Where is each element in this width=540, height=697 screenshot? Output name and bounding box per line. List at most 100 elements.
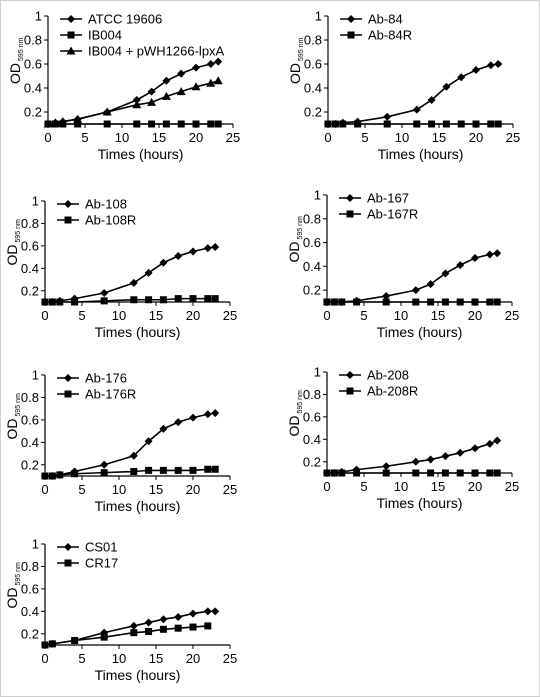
data-point (41, 641, 49, 649)
data-point (147, 87, 156, 96)
data-point (330, 469, 338, 477)
data-point (411, 457, 420, 466)
data-point (144, 268, 153, 277)
data-point (485, 250, 494, 259)
x-tick-label: 10 (112, 482, 126, 497)
data-point (48, 640, 56, 648)
x-axis-label: Times (hours) (377, 324, 463, 340)
y-axis-label: OD595 nm (4, 393, 22, 440)
x-tick-label: 25 (505, 308, 519, 323)
data-point (323, 469, 331, 477)
data-point (203, 410, 212, 419)
y-tick-label: 0.8 (24, 33, 42, 48)
x-tick-label: 5 (360, 479, 367, 494)
x-tick-label: 15 (431, 308, 445, 323)
data-point (147, 97, 157, 106)
x-tick-label: 0 (44, 130, 51, 145)
y-tick-label: 0.6 (24, 57, 42, 72)
data-point (100, 460, 109, 469)
legend-marker (346, 371, 354, 379)
data-point (494, 120, 502, 128)
legend-label: Ab-108R (85, 213, 136, 228)
data-point (48, 298, 56, 306)
y-tick-label: 0.6 (304, 57, 322, 72)
data-point (207, 120, 215, 128)
legend-label: Ab-176 (85, 371, 127, 386)
data-point (145, 296, 153, 304)
data-point (130, 629, 138, 637)
chart-panel-7: 0 5 10 15 20 25 0.2 0.4 0.6 0.8 1 Times (hours) OD59… (4, 537, 237, 684)
data-point (100, 297, 108, 305)
y-tick-label: 0.6 (21, 238, 39, 253)
data-point (204, 465, 212, 473)
data-point (177, 69, 186, 78)
data-point (472, 120, 480, 128)
data-point (382, 298, 390, 306)
data-point (100, 469, 108, 477)
data-point (174, 466, 182, 474)
x-tick-label: 0 (323, 308, 330, 323)
data-point (211, 607, 220, 616)
x-tick-label: 15 (149, 651, 163, 666)
data-point (41, 298, 49, 306)
data-point (174, 251, 183, 260)
data-point (162, 120, 170, 128)
data-point (144, 437, 153, 446)
y-tick-label: 1 (32, 537, 39, 552)
y-tick-label: 0.2 (21, 457, 39, 472)
x-tick-label: 5 (81, 130, 88, 145)
legend-marker (64, 543, 72, 551)
data-point (493, 469, 501, 477)
legend-marker (64, 374, 72, 382)
data-point (176, 87, 186, 96)
x-tick-label: 10 (394, 308, 408, 323)
data-point (203, 244, 212, 253)
x-tick-label: 15 (152, 130, 166, 145)
y-tick-label: 0.2 (303, 283, 321, 298)
x-tick-label: 0 (323, 479, 330, 494)
data-point (189, 247, 197, 256)
x-tick-label: 5 (78, 651, 85, 666)
chart-panel-5: 0 5 10 15 20 25 0.2 0.4 0.6 0.8 1 Times (hours) OD59… (4, 368, 237, 515)
series-square: Ab-167R (323, 207, 501, 306)
y-axis-label: OD595 nm (287, 37, 305, 84)
y-tick-label: 0.6 (303, 409, 321, 424)
series-triangle: IB004 + pWH1266-lpxA (43, 44, 225, 128)
data-point (485, 439, 494, 448)
y-axis-label: OD595 nm (286, 216, 304, 263)
legend-label: CS01 (85, 540, 118, 555)
data-point (206, 78, 216, 87)
y-tick-label: 1 (314, 365, 321, 380)
data-point (324, 120, 332, 128)
data-point (159, 258, 168, 267)
series-diamond: Ab-84 (324, 12, 503, 128)
x-tick-label: 10 (112, 651, 126, 666)
data-point (159, 466, 167, 474)
data-point (177, 120, 185, 128)
chart-panel-6: 0 5 10 15 20 25 0.2 0.4 0.6 0.8 1 Times (hours) OD59… (286, 365, 519, 512)
x-tick-label: 0 (41, 308, 48, 323)
data-point (493, 436, 502, 445)
x-tick-label: 15 (149, 308, 163, 323)
data-point (132, 96, 141, 104)
x-tick-label: 5 (78, 482, 85, 497)
data-point (189, 466, 197, 474)
x-tick-label: 25 (505, 479, 519, 494)
data-point (144, 618, 153, 627)
data-point (211, 409, 220, 418)
x-tick-label: 25 (226, 130, 240, 145)
data-point (159, 424, 168, 433)
data-point (382, 462, 391, 471)
y-axis-label: OD595 nm (7, 37, 25, 84)
data-point (56, 298, 64, 306)
data-point (73, 114, 83, 123)
legend-marker (67, 15, 75, 23)
x-tick-label: 20 (186, 308, 200, 323)
data-point (323, 298, 331, 306)
series-line (45, 412, 216, 477)
data-point (130, 296, 138, 304)
legend-label: Ab-84 (368, 12, 403, 27)
data-point (412, 469, 420, 477)
data-point (129, 621, 138, 630)
data-point (71, 298, 79, 306)
